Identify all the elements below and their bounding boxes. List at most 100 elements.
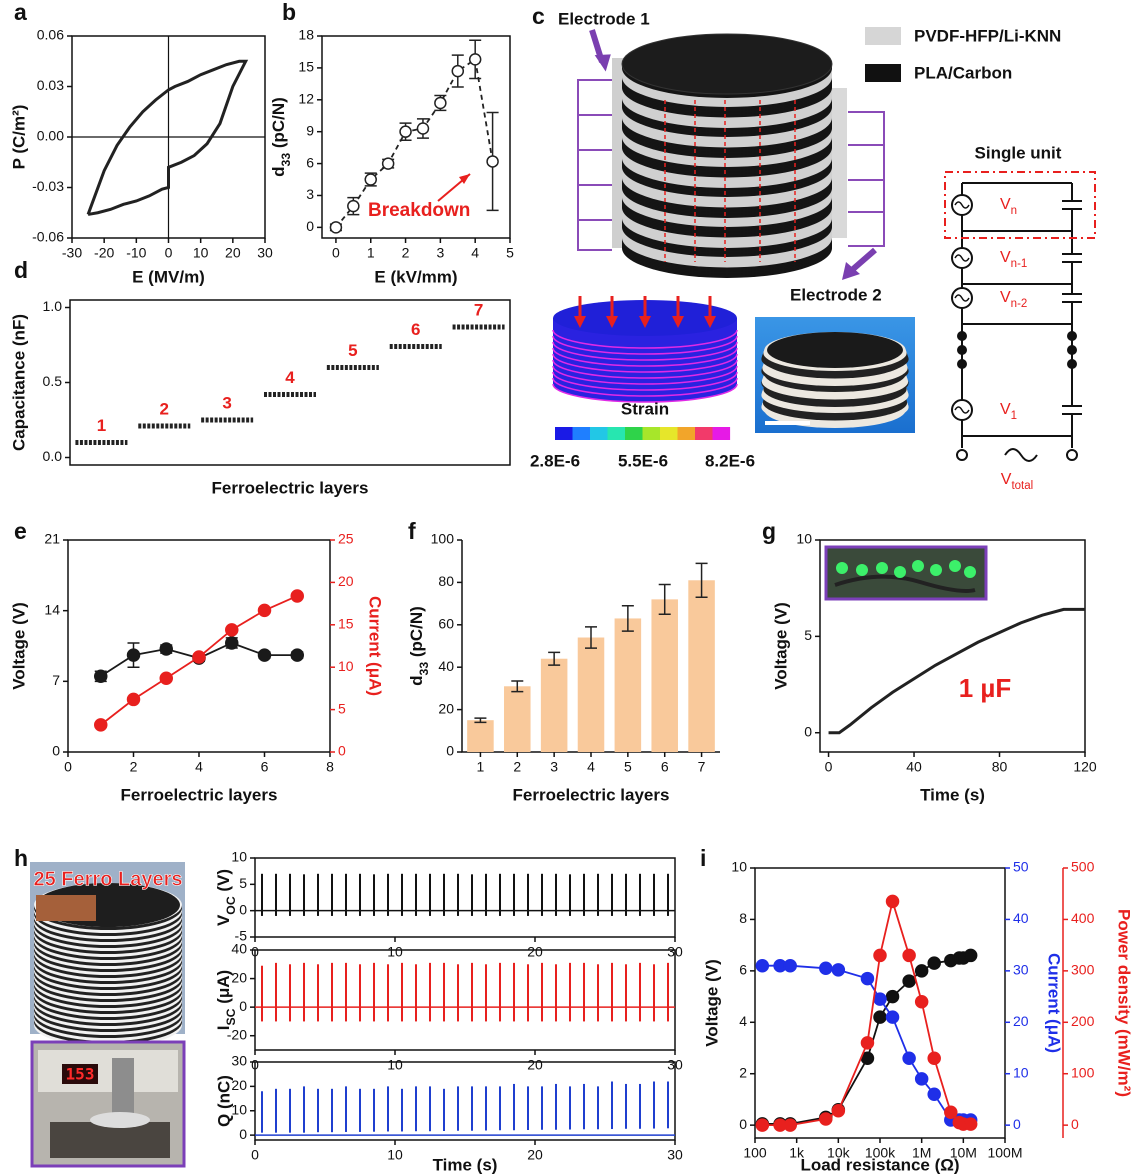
x-tick-label: 4 xyxy=(587,759,595,775)
marker xyxy=(902,974,916,988)
x-axis-label: Time (s) xyxy=(920,785,985,804)
panel-letter: c xyxy=(532,3,545,29)
marker xyxy=(873,1010,887,1024)
y-axis-label: Q (nC) xyxy=(214,1075,233,1127)
y-tick-label: 0 xyxy=(239,901,247,917)
marker xyxy=(399,125,412,138)
error-cap xyxy=(399,122,412,141)
panel-letter: a xyxy=(14,0,27,25)
marker xyxy=(927,1087,941,1102)
x-tick-label: 100k xyxy=(865,1145,896,1161)
y3-tick-label: 100 xyxy=(1071,1064,1095,1080)
data-label: 5 xyxy=(348,341,357,360)
error-cap xyxy=(695,562,708,598)
y-axis-label: d33 (pC/N) xyxy=(407,606,431,686)
x-tick-label: 30 xyxy=(667,1147,683,1163)
text-part: V xyxy=(1000,289,1011,306)
subscript: 33 xyxy=(279,153,293,167)
strain-stripe xyxy=(552,353,738,373)
y-tick-label: 21 xyxy=(44,531,60,547)
x-tick-label: 20 xyxy=(527,1147,543,1163)
y-tick-label: 9 xyxy=(306,122,314,138)
y-tick-label: 10 xyxy=(231,849,247,865)
colorbar-segment xyxy=(695,427,713,440)
arrow-head xyxy=(594,54,611,72)
legend-swatch xyxy=(865,64,901,82)
y-tick-label: 30 xyxy=(231,1053,247,1069)
y-tick-label: 0.03 xyxy=(37,77,64,93)
panel-letter: d xyxy=(14,257,28,283)
error-cap xyxy=(364,172,377,187)
x-tick-label: 10 xyxy=(193,245,209,261)
photos-h xyxy=(30,862,186,1168)
marker xyxy=(927,1051,941,1066)
error-cap xyxy=(127,642,140,668)
subscript: OC xyxy=(224,896,238,915)
y2-tick-label: 15 xyxy=(338,616,354,632)
text-part: (pC/N) xyxy=(269,97,288,153)
marker xyxy=(902,1051,916,1066)
marker xyxy=(831,1103,846,1118)
colorbar-label: 8.2E-6 xyxy=(705,451,755,470)
marker xyxy=(831,963,846,977)
colorbar-segment xyxy=(677,427,696,440)
y-tick-label: 0 xyxy=(239,1126,247,1142)
x-tick-label: 6 xyxy=(661,759,669,775)
marker xyxy=(381,157,395,170)
y-tick-label: 18 xyxy=(298,27,314,43)
electrode-label: Electrode 2 xyxy=(790,285,882,304)
y-tick-label: 0.0 xyxy=(43,448,63,464)
error-cap xyxy=(474,717,487,724)
y-axis-label: ISC (μA) xyxy=(214,970,238,1030)
marker xyxy=(225,623,239,637)
x-tick-label: 0 xyxy=(332,245,340,261)
marker xyxy=(927,956,941,970)
y-tick-label: 0 xyxy=(804,723,812,739)
data-label: 1 xyxy=(97,416,106,435)
x-tick-label: -20 xyxy=(94,245,114,261)
y-axis-label: d33 (pC/N) xyxy=(269,97,293,177)
load-arrow-head xyxy=(574,316,586,328)
subscript: n xyxy=(1011,205,1017,217)
subscript: n-1 xyxy=(1011,258,1028,270)
arrow-head xyxy=(842,262,860,280)
y-tick-label: 3 xyxy=(306,186,314,202)
capacitor xyxy=(1062,293,1082,303)
legend-label: PLA/Carbon xyxy=(914,63,1012,82)
plot-frame xyxy=(819,539,1086,753)
bar xyxy=(614,618,642,752)
marker xyxy=(885,1010,900,1024)
marker xyxy=(873,948,887,963)
diagram-c xyxy=(552,27,1096,462)
y-tick-label: 0 xyxy=(239,998,247,1014)
y-axis-label: VOC (V) xyxy=(214,869,238,926)
unit-label: Vn-2 xyxy=(1000,289,1027,310)
strain-stripe xyxy=(552,347,738,367)
marker xyxy=(192,650,206,664)
inset-photo-g xyxy=(824,545,988,601)
colorbar-segment xyxy=(572,427,591,440)
panel-letter: g xyxy=(762,518,776,544)
error-cap xyxy=(416,118,429,139)
colorbar-segment xyxy=(555,427,573,440)
marker xyxy=(902,948,916,963)
marker xyxy=(914,1072,929,1086)
y-tick-label: 5 xyxy=(804,627,812,643)
y2-tick-label: 5 xyxy=(338,700,346,716)
y-tick-label: 6 xyxy=(739,962,747,978)
y2-tick-label: 20 xyxy=(338,573,354,589)
y-tick-label: 8 xyxy=(739,910,747,926)
strain-stripe xyxy=(552,359,738,379)
x-tick-label: 0 xyxy=(165,245,173,261)
strain-model xyxy=(552,296,738,440)
y-tick-label: 40 xyxy=(231,941,247,957)
error-cap xyxy=(347,196,360,216)
x-tick-label: 1 xyxy=(477,759,485,775)
unit-label: V1 xyxy=(1000,401,1017,422)
text-part: V xyxy=(1001,471,1012,488)
x-axis-label: Ferroelectric layers xyxy=(513,785,670,804)
y-axis-label: Voltage (V) xyxy=(702,959,721,1047)
x-tick-label: 3 xyxy=(550,759,558,775)
text-part: V xyxy=(214,914,233,926)
text-part: V xyxy=(1000,196,1011,213)
